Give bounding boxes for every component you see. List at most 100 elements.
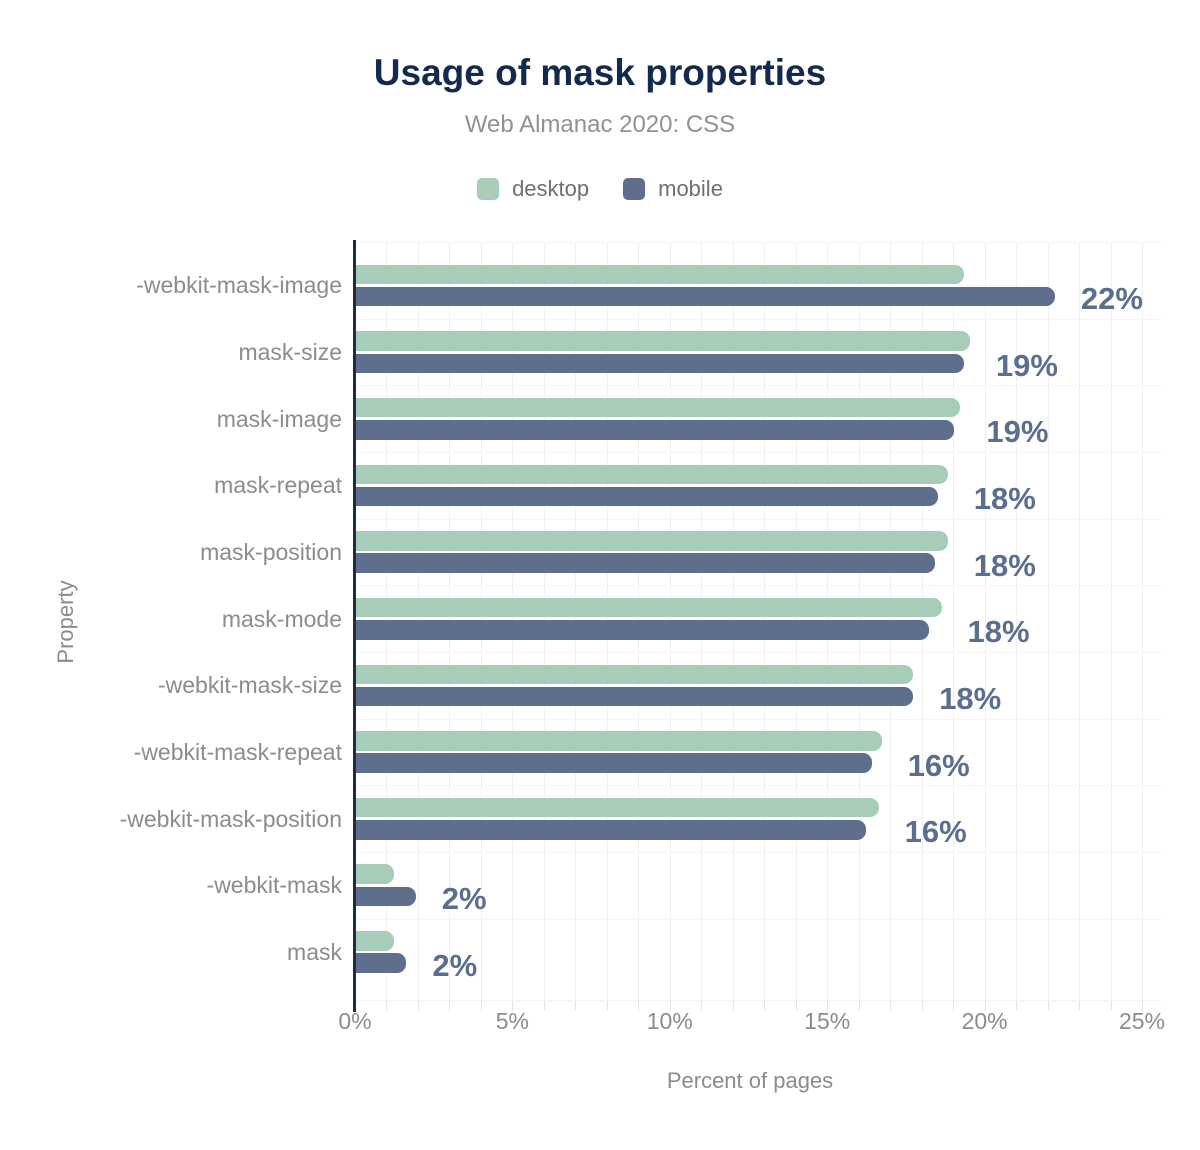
mobile-bar xyxy=(356,286,1055,307)
mobile-bar xyxy=(356,353,964,373)
mobile-bar xyxy=(356,553,936,573)
gridline xyxy=(1110,242,1112,1000)
legend-item-mobile: mobile xyxy=(623,176,723,202)
desktop-bar xyxy=(356,931,394,951)
desktop-bar xyxy=(356,664,914,684)
mobile-bar xyxy=(356,420,955,440)
mobile-bar xyxy=(356,753,873,773)
legend-label-mobile: mobile xyxy=(658,176,723,201)
x-tick-label: 0% xyxy=(338,1008,372,1034)
x-tick-label: 25% xyxy=(1118,1008,1166,1034)
band-separator xyxy=(355,652,1163,654)
axis-minor-tick xyxy=(512,1000,514,1011)
band-separator xyxy=(355,1000,1163,1001)
desktop-bar xyxy=(356,331,970,351)
category-label: -webkit-mask-position xyxy=(119,805,342,832)
band-separator xyxy=(355,785,1163,787)
category-label: -webkit-mask-image xyxy=(136,272,342,299)
axis-minor-tick xyxy=(417,1000,419,1011)
axis-minor-tick xyxy=(795,1000,797,1011)
band-separator xyxy=(355,918,1163,920)
bar-value-label: 18% xyxy=(973,547,1036,583)
bar-value-label: 2% xyxy=(441,880,487,916)
mobile-swatch-icon xyxy=(623,178,646,200)
axis-minor-tick xyxy=(638,1000,640,1011)
axis-minor-tick xyxy=(890,1000,892,1011)
chart-subtitle: Web Almanac 2020: CSS xyxy=(464,111,736,138)
bar-value-label: 2% xyxy=(432,947,478,983)
bar-value-label: 22% xyxy=(1080,280,1143,316)
mobile-bar xyxy=(356,953,407,973)
axis-minor-tick xyxy=(606,1000,608,1011)
axis-minor-tick xyxy=(669,1000,671,1011)
axis-minor-tick xyxy=(1047,1000,1049,1011)
x-tick-label: 5% xyxy=(495,1008,530,1034)
band-separator xyxy=(355,718,1163,720)
bar-value-label: 18% xyxy=(967,614,1030,650)
x-axis-title: Percent of pages xyxy=(666,1068,834,1093)
bar-value-label: 18% xyxy=(939,680,1002,716)
axis-minor-tick xyxy=(480,1000,482,1011)
desktop-bar xyxy=(356,397,961,418)
band-separator xyxy=(355,452,1163,454)
legend-item-desktop: desktop xyxy=(477,176,589,202)
axis-minor-tick xyxy=(1142,1000,1143,1011)
axis-minor-tick xyxy=(543,1000,545,1011)
band-separator xyxy=(355,585,1163,587)
chart-title: Usage of mask properties xyxy=(373,52,827,93)
desktop-bar xyxy=(356,731,882,751)
y-axis-line xyxy=(353,240,356,1012)
bar-value-label: 16% xyxy=(907,747,970,783)
axis-minor-tick xyxy=(984,1000,986,1011)
mobile-bar xyxy=(356,820,866,840)
mobile-bar xyxy=(356,686,914,707)
x-tick-label: 15% xyxy=(804,1008,851,1034)
desktop-bar xyxy=(356,264,964,284)
gridline xyxy=(953,242,955,1000)
axis-minor-tick xyxy=(1110,1000,1112,1011)
axis-minor-tick xyxy=(827,1000,829,1011)
legend-label-desktop: desktop xyxy=(512,176,590,201)
category-label: mask-image xyxy=(216,405,342,432)
category-label: mask xyxy=(287,939,342,965)
bar-value-label: 18% xyxy=(973,480,1036,516)
axis-minor-tick xyxy=(1079,1000,1081,1011)
gridline xyxy=(984,242,986,1000)
category-label: mask-size xyxy=(238,339,342,366)
x-tick-label: 10% xyxy=(646,1008,693,1034)
gridline xyxy=(1016,242,1018,1000)
category-label: mask-repeat xyxy=(214,472,342,499)
axis-minor-tick xyxy=(701,1000,703,1011)
category-label: mask-mode xyxy=(221,605,342,632)
mobile-bar xyxy=(356,886,416,907)
category-label: -webkit-mask-repeat xyxy=(133,739,342,765)
axis-minor-tick xyxy=(575,1000,577,1011)
axis-minor-tick xyxy=(732,1000,734,1011)
band-separator xyxy=(355,242,1163,243)
plot-area: 22% 19% 19% 18% 18% 18% 18% 16% 16% 2% 2% xyxy=(353,240,1163,1012)
category-label: -webkit-mask xyxy=(206,872,342,899)
desktop-bar xyxy=(356,464,948,484)
band-separator xyxy=(355,518,1163,520)
gridline xyxy=(1079,242,1081,1000)
axis-minor-tick xyxy=(921,1000,923,1011)
axis-minor-tick xyxy=(953,1000,955,1011)
band-separator xyxy=(355,318,1163,320)
desktop-swatch-icon xyxy=(477,178,500,200)
desktop-bar xyxy=(356,597,942,618)
band-separator xyxy=(355,852,1163,853)
mobile-bar xyxy=(356,620,929,640)
x-tick-label: 20% xyxy=(961,1008,1008,1034)
axis-minor-tick xyxy=(764,1000,766,1011)
desktop-bar xyxy=(356,797,879,818)
desktop-bar xyxy=(356,864,394,884)
axis-minor-tick xyxy=(449,1000,451,1011)
bar-value-label: 16% xyxy=(904,814,967,850)
category-label: mask-position xyxy=(200,539,342,565)
bar-value-label: 19% xyxy=(995,347,1058,383)
category-label: -webkit-mask-size xyxy=(157,672,342,699)
axis-minor-tick xyxy=(386,1000,388,1011)
bar-value-label: 19% xyxy=(986,414,1049,450)
mobile-bar xyxy=(356,486,939,507)
